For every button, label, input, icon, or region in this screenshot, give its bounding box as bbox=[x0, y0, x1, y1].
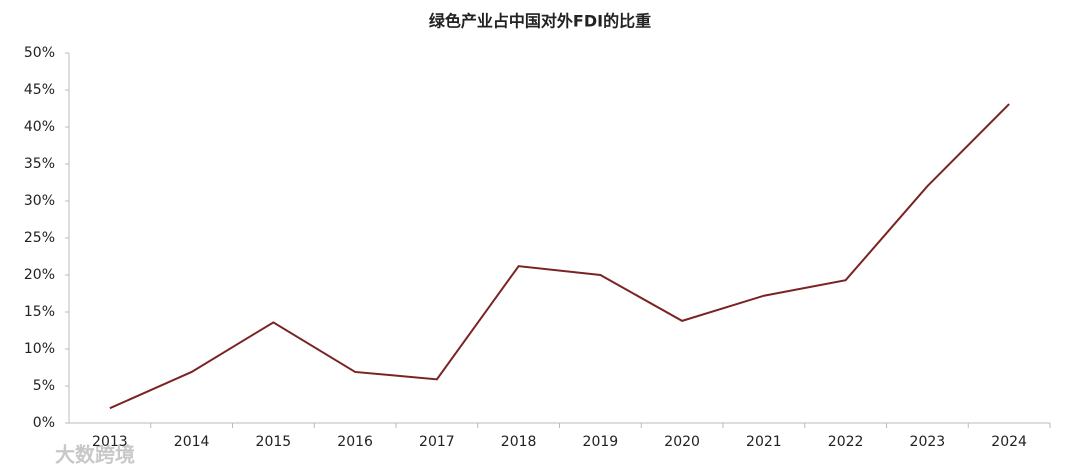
x-tick-label: 2017 bbox=[419, 434, 455, 450]
y-tick-label: 10% bbox=[24, 341, 55, 357]
y-tick-label: 30% bbox=[24, 193, 55, 209]
x-tick-label: 2024 bbox=[991, 434, 1027, 450]
x-tick-label: 2022 bbox=[828, 434, 864, 450]
x-tick-label: 2020 bbox=[664, 434, 700, 450]
x-tick-label: 2018 bbox=[501, 434, 537, 450]
chart-title: 绿色产业占中国对外FDI的比重 bbox=[429, 12, 651, 31]
x-tick-label: 2021 bbox=[746, 434, 782, 450]
x-tick-label: 2016 bbox=[337, 434, 373, 450]
y-tick-label: 45% bbox=[24, 82, 55, 98]
x-tick-label: 2023 bbox=[910, 434, 946, 450]
y-tick-label: 40% bbox=[24, 119, 55, 135]
y-tick-label: 35% bbox=[24, 156, 55, 172]
x-tick-label: 2014 bbox=[174, 434, 210, 450]
y-tick-label: 20% bbox=[24, 267, 55, 283]
watermark: 大数跨境 bbox=[55, 443, 135, 467]
x-tick-label: 2015 bbox=[256, 434, 292, 450]
y-tick-label: 5% bbox=[33, 378, 55, 394]
y-tick-label: 25% bbox=[24, 230, 55, 246]
x-tick-label: 2019 bbox=[583, 434, 619, 450]
y-tick-label: 0% bbox=[33, 415, 55, 431]
line bbox=[109, 103, 1010, 410]
y-tick-label: 15% bbox=[24, 304, 55, 320]
x-tick-label: 2013 bbox=[92, 434, 128, 450]
y-tick-label: 50% bbox=[24, 45, 55, 61]
